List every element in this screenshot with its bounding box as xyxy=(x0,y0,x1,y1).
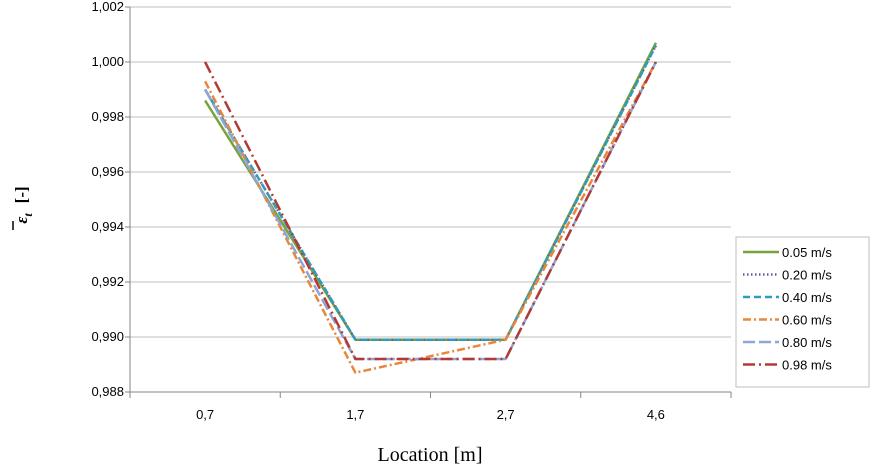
series-lines xyxy=(203,42,658,374)
x-tick-label: 4,6 xyxy=(647,407,665,422)
series-line-0 xyxy=(204,42,658,341)
y-tick-label: 1,002 xyxy=(91,0,124,14)
legend-box xyxy=(735,236,870,388)
y-axis-unit: [-] xyxy=(12,186,31,203)
y-axis-subscript: t xyxy=(21,213,35,217)
x-axis-title: Location [m] xyxy=(378,444,483,466)
legend-entry-label: 0.05 m/s xyxy=(782,245,832,260)
series-line-3 xyxy=(203,61,657,374)
y-tick-label: 0,996 xyxy=(91,164,124,179)
legend-entry-label: 0.40 m/s xyxy=(782,290,832,305)
svg-text:εt[-]: εt [-] xyxy=(12,186,35,223)
x-tick-label: 0,7 xyxy=(196,407,214,422)
y-tick-label: 0,994 xyxy=(91,219,124,234)
y-axis-title: εt [-] xyxy=(12,186,35,230)
x-tick-labels: 0,7 1,7 2,7 4,6 xyxy=(196,407,665,422)
axes xyxy=(125,6,732,398)
legend-entry-label: 0.20 m/s xyxy=(782,268,832,283)
legend-entry-label: 0.80 m/s xyxy=(782,335,832,350)
y-axis-symbol: ε xyxy=(12,217,31,224)
gridlines xyxy=(130,6,731,338)
x-tick-label: 1,7 xyxy=(346,407,364,422)
legend-entry-label: 0.98 m/s xyxy=(782,358,832,373)
legend-entry-label: 0.60 m/s xyxy=(782,313,832,328)
y-tick-label: 0,988 xyxy=(91,384,124,399)
x-tick-label: 2,7 xyxy=(497,407,515,422)
series-line-4 xyxy=(204,61,658,361)
series-line-2 xyxy=(204,44,658,341)
y-tick-label: 0,998 xyxy=(91,109,124,124)
y-tick-labels: 0,988 0,990 0,992 0,994 0,996 0,998 1,000 1,002 xyxy=(91,0,124,399)
y-tick-label: 1,000 xyxy=(91,54,124,69)
series-line-5 xyxy=(203,61,658,361)
series-line-1 xyxy=(204,44,658,341)
legend: 0.05 m/s 0.20 m/s 0.40 m/s 0.60 m/s 0.80 m/s… xyxy=(735,236,870,388)
y-tick-label: 0,990 xyxy=(91,329,124,344)
y-tick-label: 0,992 xyxy=(91,274,124,289)
